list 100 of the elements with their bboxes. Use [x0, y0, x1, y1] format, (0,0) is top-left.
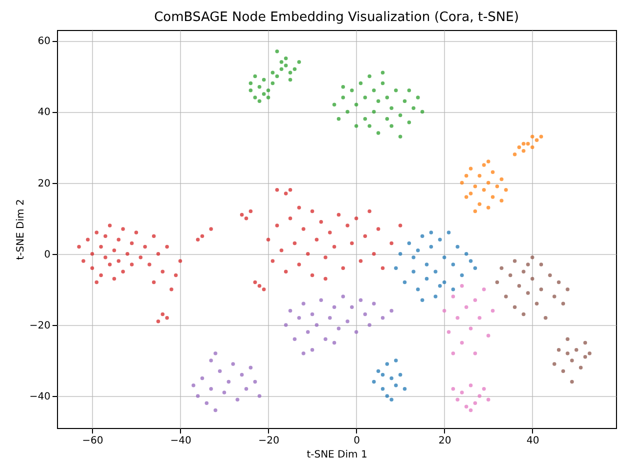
point	[464, 195, 468, 199]
point	[390, 308, 394, 313]
point	[385, 96, 389, 100]
y-tick-label: 40	[38, 107, 50, 118]
point	[468, 326, 473, 330]
x-tick-label: −20	[258, 436, 280, 446]
point	[526, 262, 530, 266]
point	[442, 256, 446, 260]
point	[297, 316, 301, 320]
x-tick-label: 20	[438, 436, 452, 446]
point	[456, 244, 460, 249]
point	[209, 358, 213, 362]
point	[578, 366, 583, 370]
point	[341, 294, 345, 298]
point	[380, 387, 385, 391]
point	[512, 152, 517, 156]
point	[490, 170, 495, 174]
point	[482, 188, 486, 192]
point	[358, 81, 363, 86]
point	[394, 358, 398, 362]
point	[253, 74, 257, 78]
point	[530, 134, 534, 138]
point	[552, 362, 556, 366]
point	[363, 312, 367, 316]
point	[412, 256, 416, 260]
point	[376, 131, 380, 135]
point	[500, 177, 504, 182]
point	[508, 273, 512, 278]
point	[284, 323, 288, 327]
point	[297, 60, 301, 64]
point	[394, 88, 398, 92]
point	[280, 67, 284, 71]
point	[363, 116, 367, 121]
point	[482, 387, 486, 391]
point	[248, 88, 253, 92]
point	[214, 408, 218, 412]
point	[332, 340, 336, 345]
point	[402, 99, 407, 103]
point	[512, 259, 517, 263]
point	[522, 270, 526, 274]
point	[416, 288, 420, 292]
point	[478, 316, 482, 320]
point	[500, 198, 504, 202]
point	[416, 96, 420, 100]
point	[262, 78, 266, 82]
point	[539, 288, 544, 292]
x-tick-label: −60	[82, 436, 104, 446]
point	[522, 312, 526, 316]
point	[486, 206, 490, 210]
point	[464, 305, 468, 310]
y-tick-label: 60	[38, 36, 50, 48]
point	[473, 298, 478, 302]
point	[530, 276, 534, 281]
point	[451, 288, 456, 292]
point	[222, 390, 226, 394]
point	[385, 362, 389, 366]
point	[310, 312, 314, 316]
point	[380, 81, 385, 86]
point	[456, 316, 460, 320]
point	[407, 88, 411, 92]
point	[522, 142, 526, 146]
point	[478, 394, 482, 398]
point	[583, 340, 588, 345]
point	[424, 276, 429, 281]
point	[253, 380, 257, 384]
point	[380, 372, 385, 377]
point	[544, 316, 548, 320]
point	[398, 134, 402, 138]
point	[566, 337, 570, 342]
point	[486, 334, 490, 338]
point	[310, 348, 314, 352]
point	[341, 84, 345, 89]
point	[218, 369, 222, 374]
point	[402, 280, 407, 284]
point	[442, 280, 446, 284]
point	[556, 280, 561, 284]
point	[376, 99, 380, 103]
point	[385, 394, 389, 398]
y-tick-label: −20	[29, 320, 50, 332]
point	[468, 259, 473, 263]
point	[398, 372, 402, 377]
point	[390, 398, 394, 402]
point	[196, 394, 200, 398]
point	[407, 120, 411, 124]
point	[460, 340, 464, 345]
point	[306, 330, 310, 334]
point	[214, 352, 218, 356]
point	[390, 124, 394, 128]
point	[574, 348, 578, 352]
point	[486, 160, 490, 164]
point	[390, 376, 394, 380]
point	[324, 337, 328, 342]
point	[464, 404, 468, 409]
point	[482, 288, 486, 292]
point	[530, 145, 534, 150]
point	[530, 256, 534, 260]
point	[561, 369, 566, 374]
point	[226, 380, 231, 384]
point	[504, 294, 508, 298]
point	[288, 308, 292, 313]
